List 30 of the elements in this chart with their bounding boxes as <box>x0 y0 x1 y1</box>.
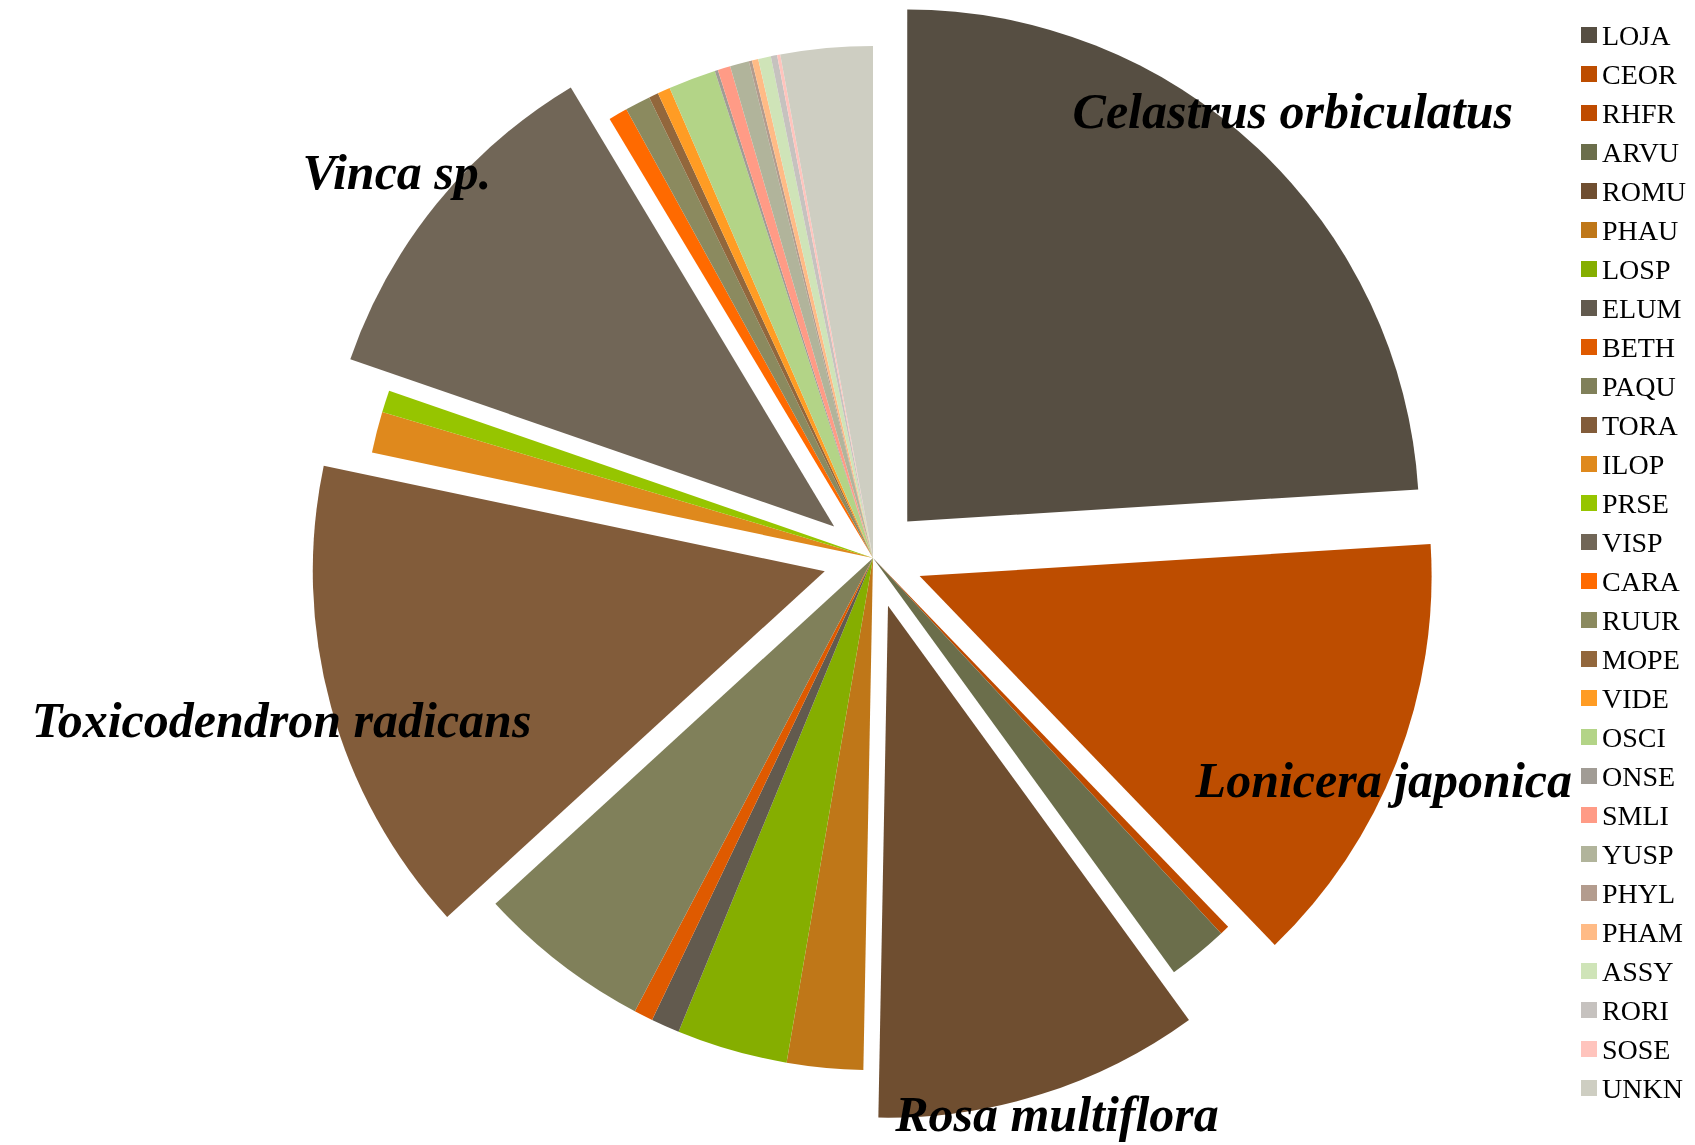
legend-label: LOSP <box>1601 253 1671 285</box>
legend-label: UNKN <box>1601 1072 1683 1104</box>
legend-label: YUSP <box>1601 838 1674 870</box>
legend-label: ASSY <box>1601 955 1674 987</box>
legend-label: MOPE <box>1601 643 1680 675</box>
legend-label: PHAU <box>1601 214 1679 246</box>
legend-label: PAQU <box>1601 370 1676 402</box>
legend-label: VIDE <box>1601 682 1669 714</box>
legend-label: TORA <box>1601 409 1679 441</box>
legend-label: ELUM <box>1601 292 1682 324</box>
legend-label: RORI <box>1601 994 1669 1026</box>
legend-label: BETH <box>1601 331 1676 363</box>
legend-label: VISP <box>1601 526 1663 558</box>
legend-label: SMLI <box>1601 799 1669 831</box>
legend-label: ROMU <box>1601 175 1686 207</box>
legend-label: RHFR <box>1601 97 1676 129</box>
legend-label: CARA <box>1601 565 1681 597</box>
text: Toxicodendron radicans <box>31 691 532 748</box>
legend-label: LOJA <box>1601 19 1672 51</box>
legend-label: ARVU <box>1601 136 1680 168</box>
legend-label: SOSE <box>1601 1033 1671 1065</box>
legend-label: CEOR <box>1601 58 1677 90</box>
legend-label: ONSE <box>1601 760 1676 792</box>
legend-label: OSCI <box>1601 721 1666 753</box>
legend-label: PHAM <box>1601 916 1683 948</box>
legend-label: ILOP <box>1601 448 1665 480</box>
legend-label: PRSE <box>1601 487 1669 519</box>
legend-label: RUUR <box>1601 604 1681 636</box>
text: Lonicera japonica <box>1195 752 1572 809</box>
legend-label: PHYL <box>1601 877 1676 909</box>
